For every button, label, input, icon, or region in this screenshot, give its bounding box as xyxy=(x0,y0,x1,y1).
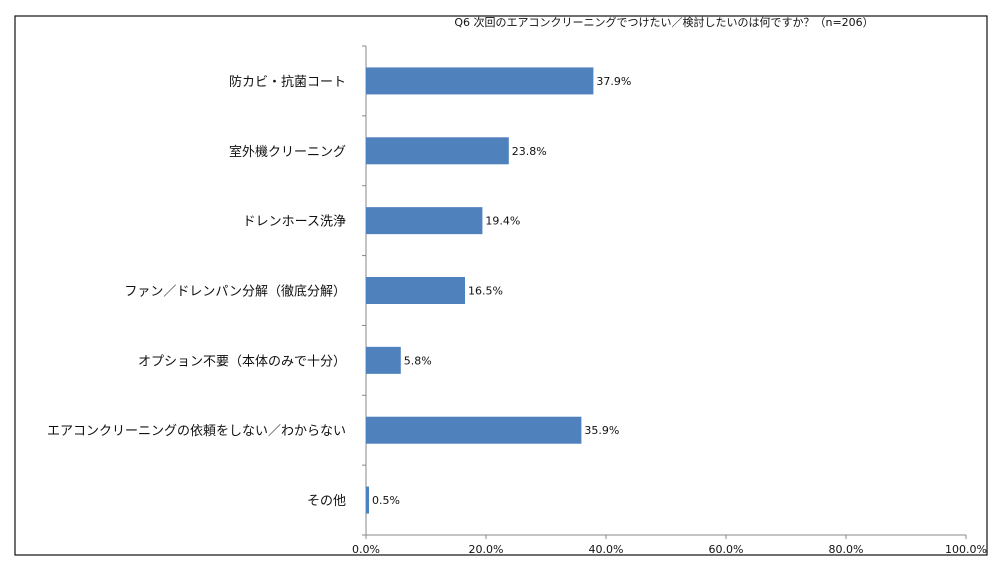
data-label: 37.9% xyxy=(596,75,631,88)
category-label: 防カビ・抗菌コート xyxy=(229,74,346,90)
data-label: 0.5% xyxy=(372,494,400,507)
bar xyxy=(366,416,582,444)
x-tick-label: 0.0% xyxy=(352,543,380,556)
category-label: エアコンクリーニングの依頼をしない／わからない xyxy=(47,424,346,439)
data-label: 5.8% xyxy=(404,354,432,367)
chart-border xyxy=(14,15,988,556)
x-tick-label: 60.0% xyxy=(709,543,744,556)
bar xyxy=(366,137,509,165)
bar xyxy=(366,277,465,304)
x-tick-label: 40.0% xyxy=(589,543,624,556)
data-label: 19.4% xyxy=(485,215,520,228)
bar xyxy=(366,207,483,235)
category-label: オプション不要（本体のみで十分） xyxy=(138,354,346,369)
bar xyxy=(366,346,401,374)
x-tick-label: 20.0% xyxy=(469,543,504,556)
category-label: ファン／ドレンパン分解（徹底分解） xyxy=(124,284,346,300)
chart-title: Q6 次回のエアコンクリーニングでつけたい／検討したいのは何ですか？（n=206… xyxy=(454,15,873,29)
category-label: その他 xyxy=(307,494,346,509)
data-label: 35.9% xyxy=(584,424,619,437)
bar xyxy=(366,486,369,514)
data-label: 16.5% xyxy=(468,285,503,298)
category-label: 室外機クリーニング xyxy=(229,144,346,160)
category-label: ドレンホース洗浄 xyxy=(243,215,346,230)
x-tick-label: 100.0% xyxy=(945,543,987,556)
plot-area: 0.0% 20.0% 40.0% 60.0% 80.0% 100.0% 防カビ・抗菌コート 3… xyxy=(47,45,987,556)
x-tick-label: 80.0% xyxy=(829,543,864,556)
bar xyxy=(366,67,594,95)
data-label: 23.8% xyxy=(512,145,547,158)
